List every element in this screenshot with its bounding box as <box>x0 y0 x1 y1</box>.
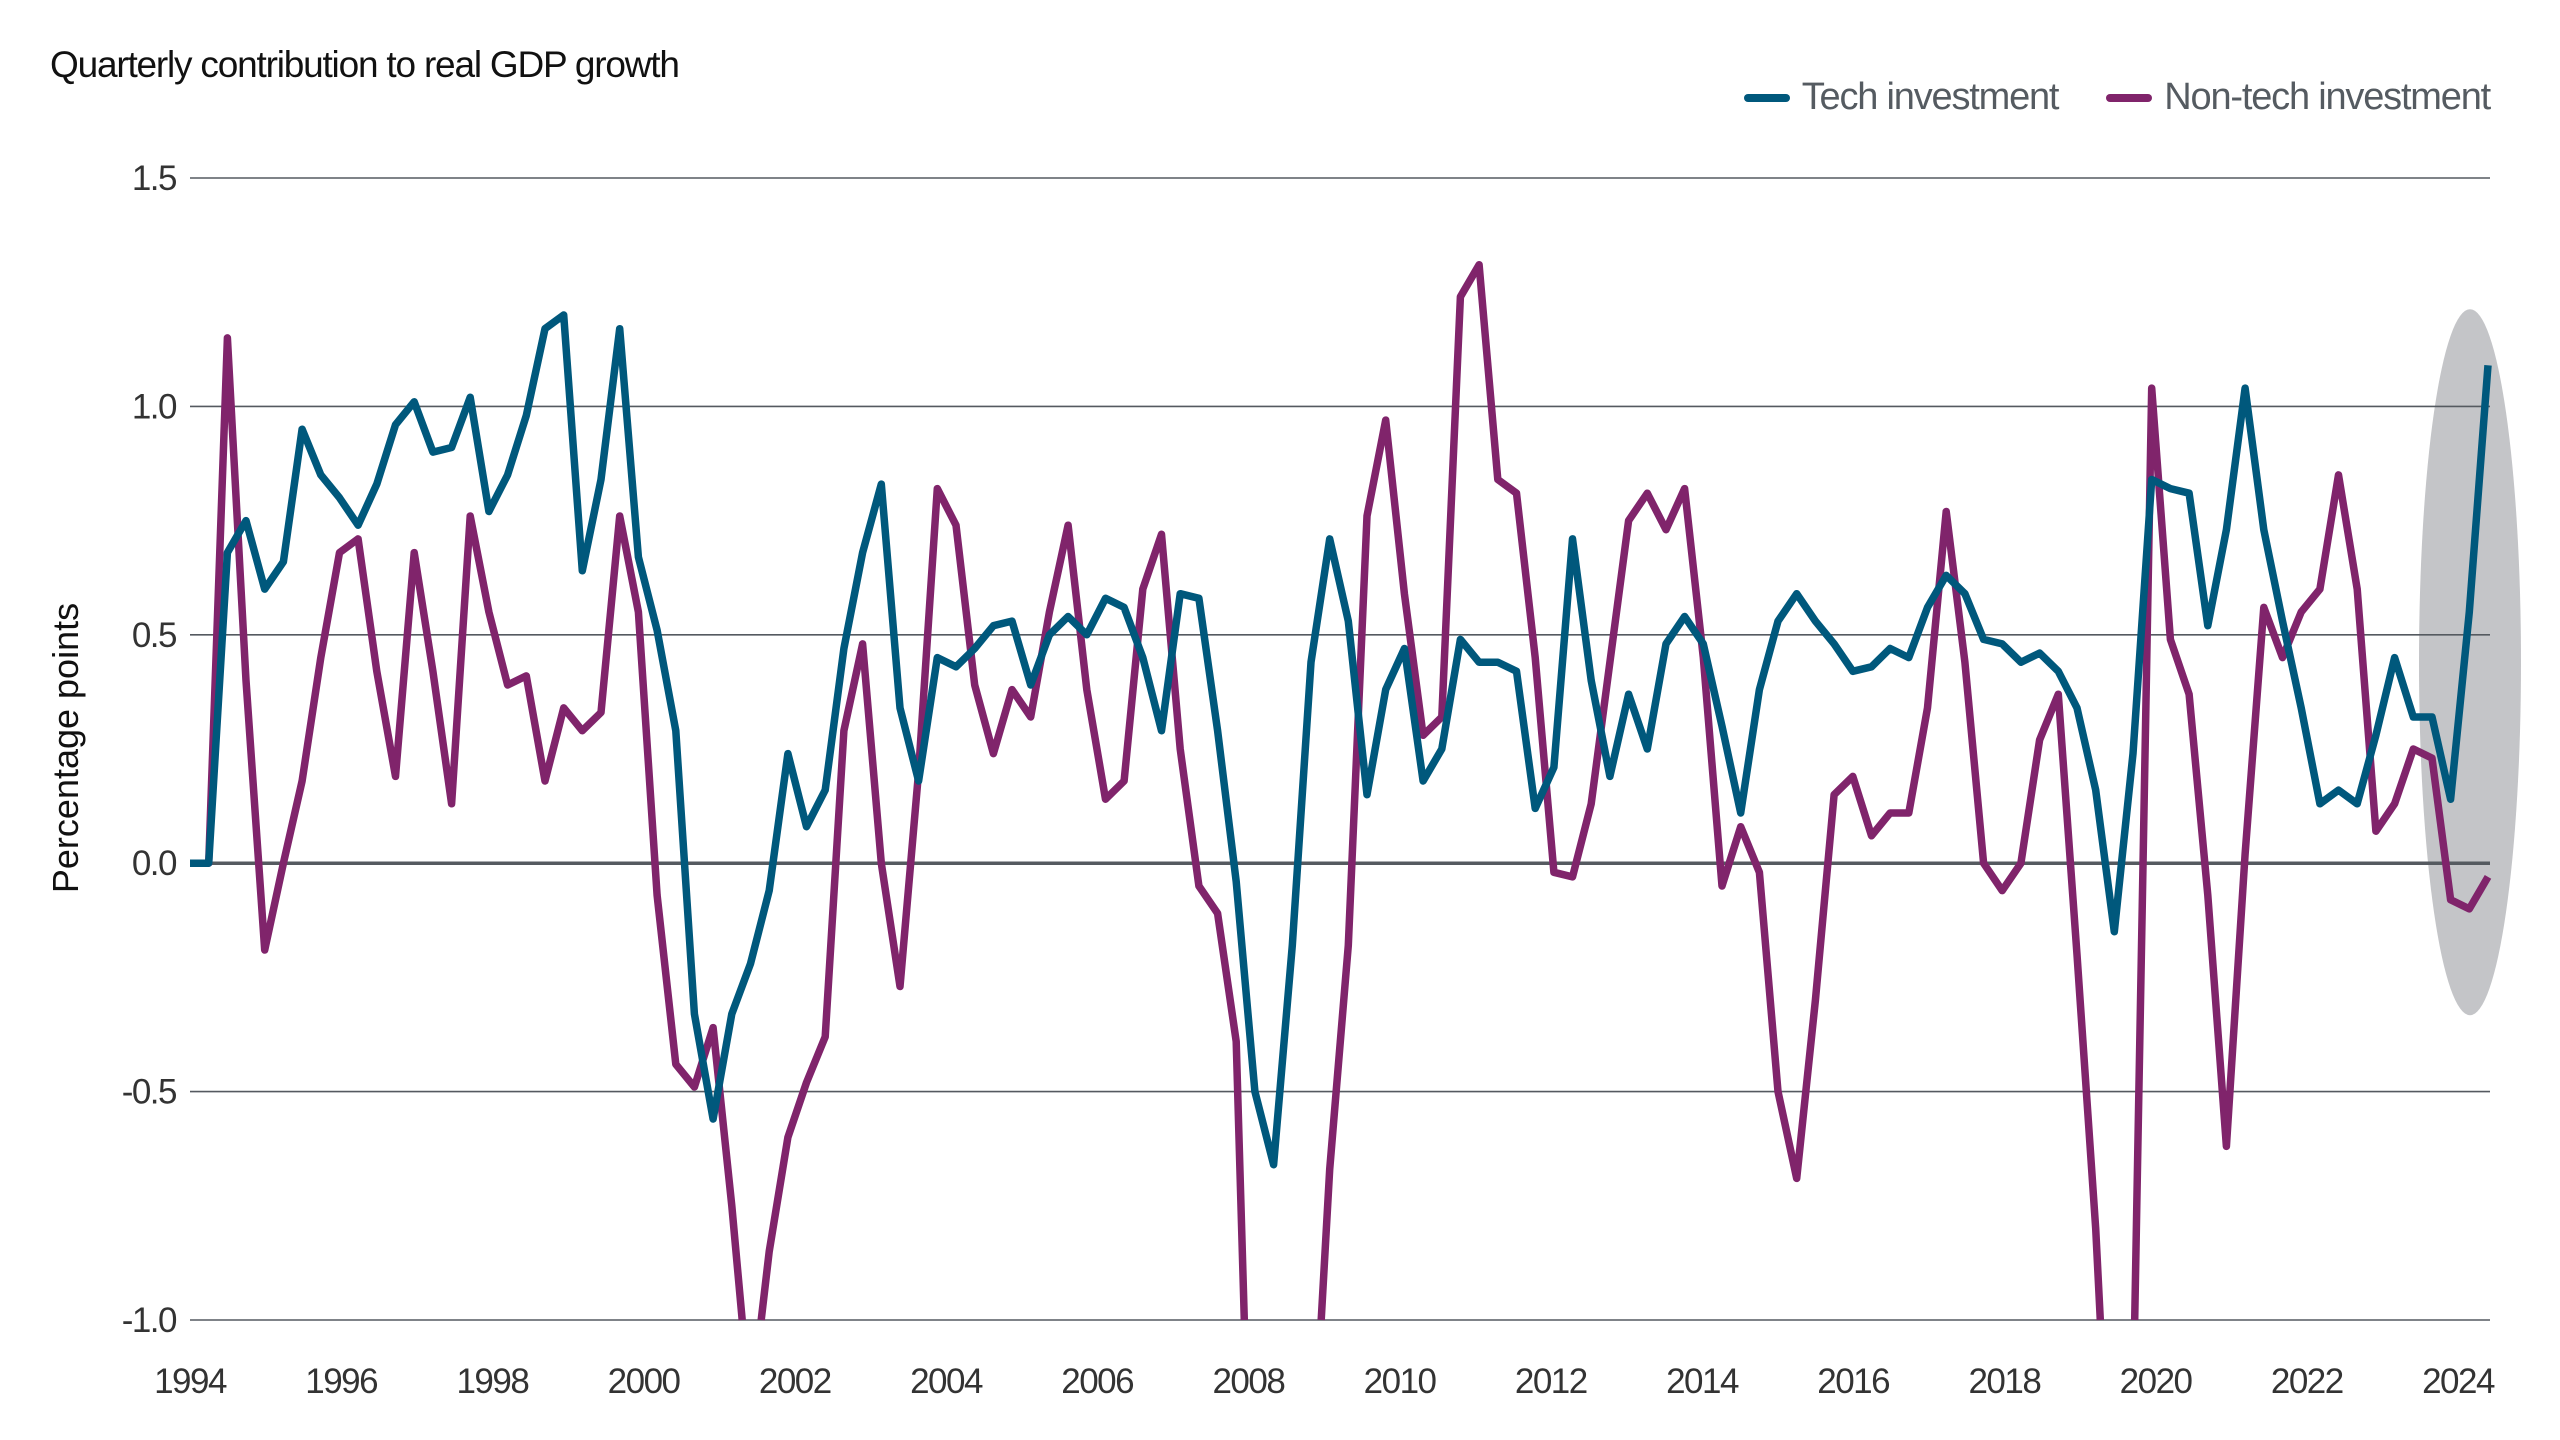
legend: Tech investment Non-tech investment <box>1743 76 2491 119</box>
x-tick-label: 2022 <box>2271 1362 2343 1401</box>
x-tick-label: 2006 <box>1061 1362 1133 1401</box>
y-tick-label: 1.5 <box>132 159 176 198</box>
x-tick-label: 2012 <box>1515 1362 1587 1401</box>
x-tick-label: 2018 <box>1968 1362 2040 1401</box>
legend-swatch-non-tech <box>2106 93 2153 102</box>
x-tick-label: 2014 <box>1666 1362 1739 1401</box>
x-tick-label: 2016 <box>1817 1362 1889 1401</box>
x-tick-label: 2010 <box>1364 1362 1437 1401</box>
x-tick-label: 2024 <box>2422 1362 2495 1401</box>
legend-label-non-tech: Non-tech investment <box>2164 76 2491 118</box>
legend-label-tech: Tech investment <box>1801 76 2060 118</box>
x-tick-label: 1994 <box>154 1362 227 1401</box>
y-tick-label: -1.0 <box>122 1301 177 1340</box>
x-tick-label: 2004 <box>910 1362 983 1401</box>
series-line-non-tech-investment <box>757 484 1249 1321</box>
y-axis-label: Percentage points <box>45 602 86 894</box>
y-tick-label: 0.5 <box>132 616 176 655</box>
legend-swatch-tech <box>1743 93 1790 102</box>
series-line-tech-investment <box>190 311 2492 1169</box>
legend-item-tech: Tech investment <box>1743 76 2060 119</box>
x-tick-label: 2002 <box>759 1362 831 1401</box>
x-tick-label: 2000 <box>608 1362 681 1401</box>
y-tick-label: 1.0 <box>132 387 177 426</box>
series-line-non-tech-investment <box>1317 261 2105 1321</box>
x-tick-label: 2020 <box>2120 1362 2193 1401</box>
chart-title: Quarterly contribution to real GDP growt… <box>50 44 680 85</box>
series-line-non-tech-investment <box>2130 384 2492 1321</box>
y-tick-label: 0.0 <box>132 844 177 883</box>
y-tick-label: -0.5 <box>122 1073 176 1112</box>
series-line-non-tech-investment <box>190 334 746 1321</box>
legend-item-non-tech: Non-tech investment <box>2106 76 2491 119</box>
x-tick-label: 1996 <box>305 1362 377 1401</box>
x-tick-label: 1998 <box>456 1362 528 1401</box>
x-tick-label: 2008 <box>1212 1362 1284 1401</box>
